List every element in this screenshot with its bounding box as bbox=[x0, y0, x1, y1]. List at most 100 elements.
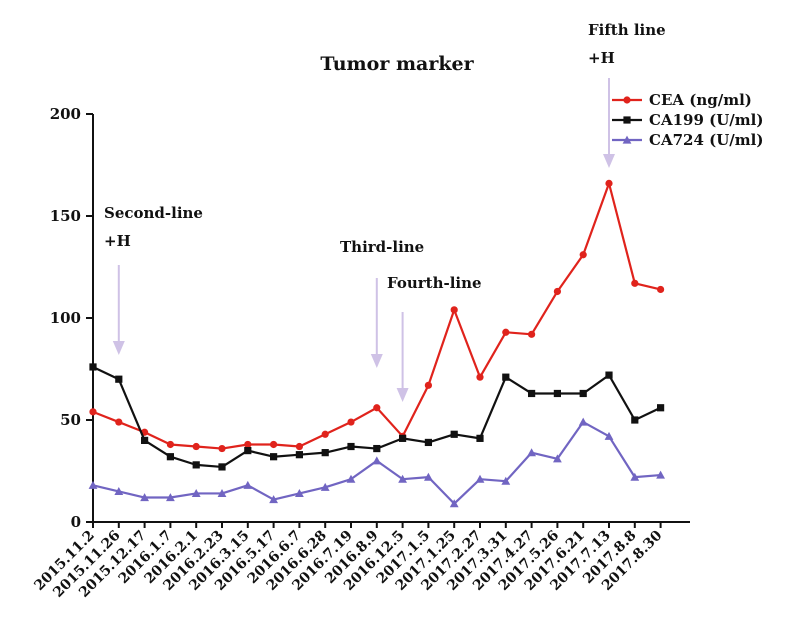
legend-item-cea-ng-ml: CEA (ng/ml) bbox=[612, 91, 752, 109]
data-point bbox=[476, 373, 484, 381]
data-point bbox=[450, 430, 458, 438]
data-point bbox=[373, 404, 381, 412]
data-point bbox=[605, 179, 613, 187]
data-point bbox=[657, 404, 665, 412]
data-point bbox=[398, 474, 407, 483]
annotation-arrow-head bbox=[603, 154, 615, 168]
y-tick-label: 0 bbox=[71, 513, 81, 531]
series-ca724-u-ml bbox=[88, 417, 665, 508]
legend: CEA (ng/ml) CA199 (U/ml) CA724 (U/ml) bbox=[612, 91, 763, 149]
data-point bbox=[89, 363, 97, 371]
legend-marker bbox=[623, 116, 631, 124]
data-point bbox=[166, 440, 174, 449]
data-point bbox=[89, 408, 97, 416]
data-point bbox=[553, 389, 561, 398]
y-tick-label: 100 bbox=[50, 309, 81, 327]
data-point bbox=[347, 418, 355, 426]
annotation-arrow-head bbox=[370, 354, 383, 368]
data-point bbox=[320, 482, 330, 491]
legend-label: CA724 (U/ml) bbox=[649, 131, 763, 149]
data-point bbox=[579, 251, 587, 259]
data-point bbox=[373, 444, 381, 453]
data-point bbox=[243, 480, 253, 489]
data-point bbox=[269, 495, 278, 504]
data-point bbox=[115, 375, 123, 383]
data-point bbox=[579, 389, 587, 398]
data-point bbox=[657, 285, 665, 294]
annotation-second-line: Second-line +H bbox=[104, 204, 203, 355]
data-point bbox=[630, 472, 640, 481]
data-point bbox=[218, 463, 226, 471]
legend-item-ca724-u-ml: CA724 (U/ml) bbox=[612, 131, 763, 149]
data-point bbox=[166, 493, 175, 502]
y-tick-label: 200 bbox=[50, 105, 81, 123]
data-point bbox=[553, 454, 562, 463]
legend-label: CA199 (U/ml) bbox=[649, 111, 763, 129]
data-point bbox=[372, 456, 382, 465]
annotation-fifth-line: Fifth line +H bbox=[588, 21, 666, 168]
data-point bbox=[114, 487, 124, 495]
data-point bbox=[605, 371, 613, 379]
legend-marker bbox=[623, 96, 631, 104]
data-point bbox=[217, 489, 227, 498]
data-point bbox=[270, 453, 278, 461]
data-point bbox=[140, 493, 149, 502]
data-point bbox=[450, 306, 458, 314]
annotation-label: +H bbox=[588, 49, 615, 67]
data-point bbox=[244, 447, 252, 455]
data-point bbox=[656, 470, 665, 479]
annotation-label: Fifth line bbox=[588, 21, 666, 39]
data-point bbox=[502, 373, 510, 381]
data-point bbox=[192, 442, 200, 451]
data-point bbox=[295, 442, 303, 451]
data-point bbox=[347, 442, 355, 451]
data-point bbox=[244, 440, 252, 449]
annotation-label: Fourth-line bbox=[387, 274, 482, 292]
data-point bbox=[321, 449, 329, 457]
annotations: Second-line +H Third-line Fourth-line Fifth … bbox=[104, 21, 666, 402]
annotation-label: Third-line bbox=[340, 238, 424, 256]
data-point bbox=[449, 499, 459, 508]
annotation-arrow-head bbox=[112, 341, 125, 355]
data-point bbox=[115, 418, 123, 426]
data-point bbox=[424, 472, 433, 481]
data-point bbox=[424, 381, 432, 389]
annotation-arrow-head bbox=[396, 388, 409, 402]
data-point bbox=[631, 416, 639, 424]
legend-label: CEA (ng/ml) bbox=[649, 91, 752, 109]
data-point bbox=[553, 287, 562, 296]
data-point bbox=[166, 453, 174, 461]
data-point bbox=[631, 279, 639, 287]
legend-marker bbox=[622, 135, 632, 144]
data-point bbox=[295, 451, 303, 459]
axes: 0501001502002015.11.22015.11.262015.12.1… bbox=[31, 105, 690, 601]
annotation-label: +H bbox=[104, 232, 131, 250]
data-point bbox=[527, 448, 536, 457]
series-layer bbox=[88, 179, 665, 508]
annotation-third-line: Third-line bbox=[340, 238, 424, 368]
data-point bbox=[218, 444, 226, 453]
data-point bbox=[502, 328, 510, 336]
data-point bbox=[192, 461, 200, 469]
annotation-label: Second-line bbox=[104, 204, 203, 222]
series-cea-ng-ml bbox=[89, 179, 665, 453]
data-point bbox=[528, 330, 536, 338]
data-point bbox=[604, 431, 614, 440]
data-point bbox=[476, 434, 484, 442]
data-point bbox=[501, 476, 511, 485]
y-tick-label: 150 bbox=[50, 207, 81, 225]
annotation-fourth-line: Fourth-line bbox=[387, 274, 482, 402]
y-tick-label: 50 bbox=[60, 411, 81, 429]
data-point bbox=[321, 430, 329, 438]
data-point bbox=[528, 389, 536, 398]
data-point bbox=[295, 489, 304, 498]
data-point bbox=[399, 434, 407, 442]
data-point bbox=[475, 474, 485, 483]
chart-title: Tumor marker bbox=[320, 53, 474, 75]
legend-item-ca199-u-ml: CA199 (U/ml) bbox=[612, 111, 763, 129]
data-point bbox=[141, 436, 149, 444]
data-point bbox=[270, 440, 278, 449]
data-point bbox=[88, 480, 98, 489]
data-point bbox=[424, 438, 432, 447]
